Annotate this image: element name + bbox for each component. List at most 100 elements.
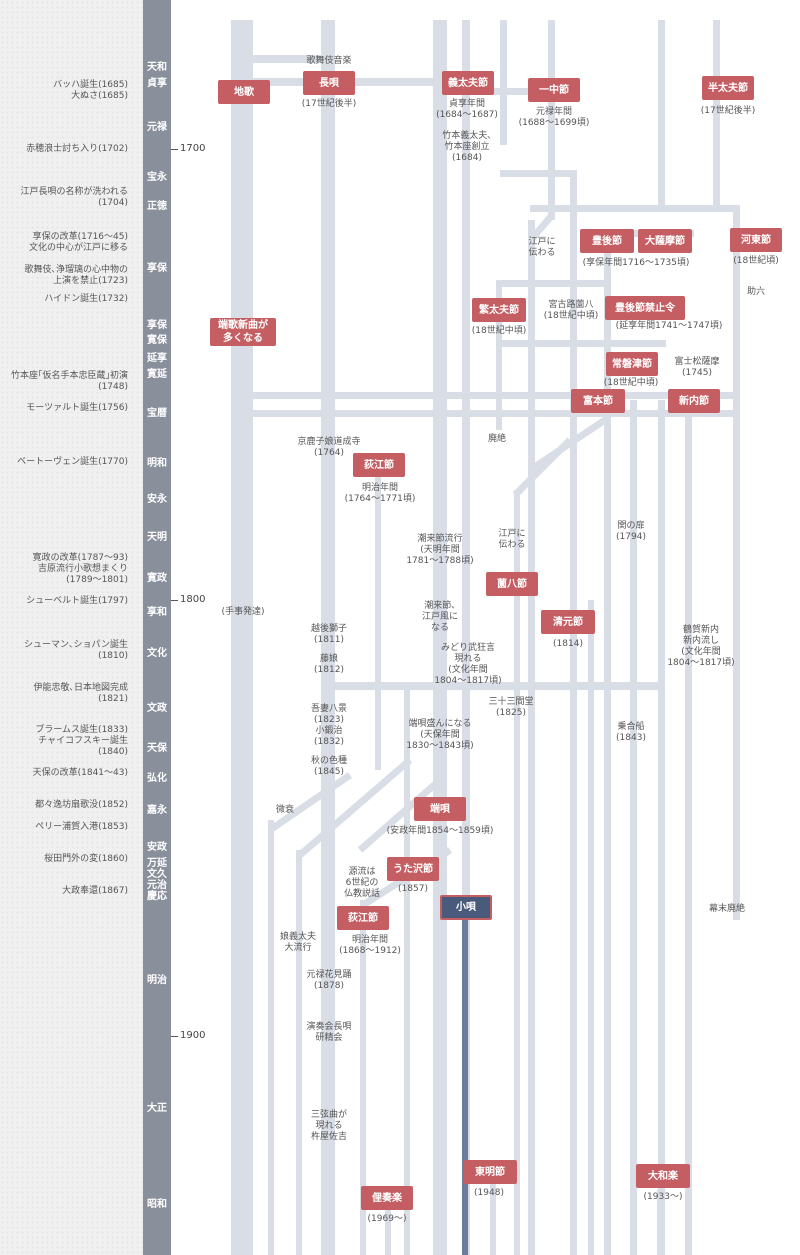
annotation-text: 藤娘 (1812)	[314, 654, 344, 675]
event-label: シューマン､ショパン誕生 (1810)	[24, 640, 128, 661]
genre-box: 荻江節	[337, 906, 389, 930]
genre-box: 大和楽	[636, 1164, 690, 1188]
annotation-text: 明治年間 (1764〜1771頃)	[344, 483, 416, 504]
era-label: 嘉永	[147, 805, 167, 816]
year-label: 1700	[180, 143, 206, 154]
event-label: ブラームス誕生(1833) チャイコフスキー誕生 (1840)	[35, 725, 128, 757]
annotation-text: (1857)	[398, 884, 428, 894]
annotation-text: 富士松薩摩 (1745)	[674, 357, 720, 378]
line-bungo-left	[528, 220, 535, 1255]
annotation-text: 幕末廃絶	[708, 904, 745, 914]
annotation-text: 元禄年間 (1688〜1699頃)	[518, 107, 590, 128]
annotation-text: 元禄花見踊 (1878)	[306, 970, 352, 991]
annotation-text: みどり武狂言 現れる (文化年間 1804〜1817頃)	[434, 643, 502, 686]
era-label: 宝暦	[147, 408, 167, 419]
era-label: 寛延	[147, 369, 167, 380]
line-miyako	[570, 170, 577, 1255]
event-label: 歌舞伎､浄瑠璃の心中物の 上演を禁止(1723)	[24, 265, 128, 286]
annotation-text: 演奏会長唄 研精会	[306, 1022, 352, 1043]
era-label: 文化	[147, 648, 167, 659]
genre-box: 荻江節	[353, 453, 405, 477]
line-musume	[296, 850, 302, 1255]
line-katou	[733, 205, 740, 920]
era-label: 大正	[147, 1103, 167, 1114]
annotation-text: (1948)	[474, 1188, 504, 1198]
line-shinnai2	[685, 400, 692, 1255]
era-label: 元禄	[147, 122, 167, 133]
annotation-text: (1933〜)	[643, 1192, 683, 1202]
event-label: シューベルト誕生(1797)	[26, 596, 128, 606]
era-label: 寛保	[147, 335, 167, 346]
annotation-text: 関の扉 (1794)	[616, 521, 646, 542]
annotation-text: 歌舞伎音楽	[306, 56, 352, 66]
line-jiuta	[231, 20, 253, 1255]
genre-box: 富本節	[571, 389, 625, 413]
annotation-text: (17世紀後半)	[700, 106, 756, 116]
year-label: 1800	[180, 594, 206, 605]
line-a	[404, 690, 410, 1255]
line-nagauta	[321, 20, 335, 1255]
event-panel	[0, 0, 143, 1255]
annotation-text: 微衰	[275, 805, 294, 815]
genre-box-kouta: 小唄	[440, 895, 492, 920]
era-label: 明和	[147, 458, 167, 469]
annotation-text: (1814)	[553, 639, 583, 649]
era-label: 宝永	[147, 172, 167, 183]
annotation-text: 潮来節､ 江戸風に なる	[421, 601, 458, 633]
line-kiyomoto	[588, 600, 594, 1255]
era-label: 享保	[147, 263, 167, 274]
annotation-text: 江戸に 伝わる	[528, 237, 556, 258]
genre-box: 地歌	[218, 80, 270, 104]
genre-box: 清元節	[541, 610, 595, 634]
annotation-text: 乗合船 (1843)	[616, 722, 646, 743]
genre-box: うた沢節	[387, 857, 439, 881]
event-label: 享保の改革(1716〜45) 文化の中心が江戸に移る	[28, 232, 128, 253]
event-label: 天保の改革(1841〜43)	[32, 768, 128, 778]
line-icchu	[548, 20, 555, 220]
line-kaiso	[385, 1190, 391, 1255]
era-label: 昭和	[147, 1199, 167, 1210]
event-label: 赤穂浪士討ち入り(1702)	[26, 144, 128, 154]
era-label: 延享	[147, 353, 167, 364]
annotation-text: 潮来節流行 (天明年間 1781〜1788頃)	[406, 534, 474, 566]
genre-box: 端唄	[414, 797, 466, 821]
line-mid	[658, 20, 665, 210]
era-label: 弘化	[147, 773, 167, 784]
annotation-text: (1969〜)	[367, 1214, 407, 1224]
era-label: 安政	[147, 842, 167, 853]
line-bisui	[268, 820, 274, 1255]
event-label: 伊能忠敬､日本地図完成 (1821)	[33, 683, 128, 704]
annotation-text: 宮古路薗八 (18世紀中頃)	[543, 300, 599, 321]
genre-box: 東明節	[463, 1160, 517, 1184]
era-label: 万延 文久 元治 慶応	[147, 858, 167, 902]
era-label: 文政	[147, 703, 167, 714]
line-ogie	[375, 470, 381, 770]
annotation-text: (手事発達)	[221, 607, 265, 617]
event-label: 寛政の改革(1787〜93) 吉原流行小歌想まくり (1789〜1801)	[32, 553, 128, 585]
line-ogie2	[360, 900, 366, 1255]
line-gidayu3	[500, 20, 507, 145]
annotation-text: 源流は 6世紀の 仏教説話	[343, 867, 380, 899]
line-shinnai	[658, 400, 665, 1255]
era-label: 安永	[147, 494, 167, 505]
annotation-text: 三十三間堂 (1825)	[488, 697, 534, 718]
line-tokiwazu	[630, 400, 637, 1255]
genre-box: 大薩摩節	[638, 229, 692, 253]
genre-box: 薗八節	[486, 572, 538, 596]
line-shigetayu	[496, 280, 502, 430]
event-label: 桜田門外の変(1860)	[44, 854, 128, 864]
annotation-text: 鶴賀新内 新内流し (文化年間 1804〜1817頃)	[667, 625, 735, 668]
era-label: 貞享	[147, 78, 167, 89]
genre-box: 新内節	[668, 389, 720, 413]
line-b	[438, 690, 444, 1255]
annotation-text: 端唄盛んになる (天保年間 1830〜1843頃)	[406, 719, 474, 751]
annotation-text: (18世紀中頃)	[471, 326, 527, 336]
annotation-text: (18世紀頃)	[733, 256, 779, 266]
era-label: 寛政	[147, 573, 167, 584]
annotation-text: (安政年間1854〜1859頃)	[386, 826, 494, 836]
line-handayu	[713, 20, 720, 210]
annotation-text: 越後獅子 (1811)	[310, 624, 347, 645]
event-label: バッハ誕生(1685) 大ぬさ(1685)	[53, 80, 128, 101]
event-label: 大政奉還(1867)	[62, 886, 128, 896]
